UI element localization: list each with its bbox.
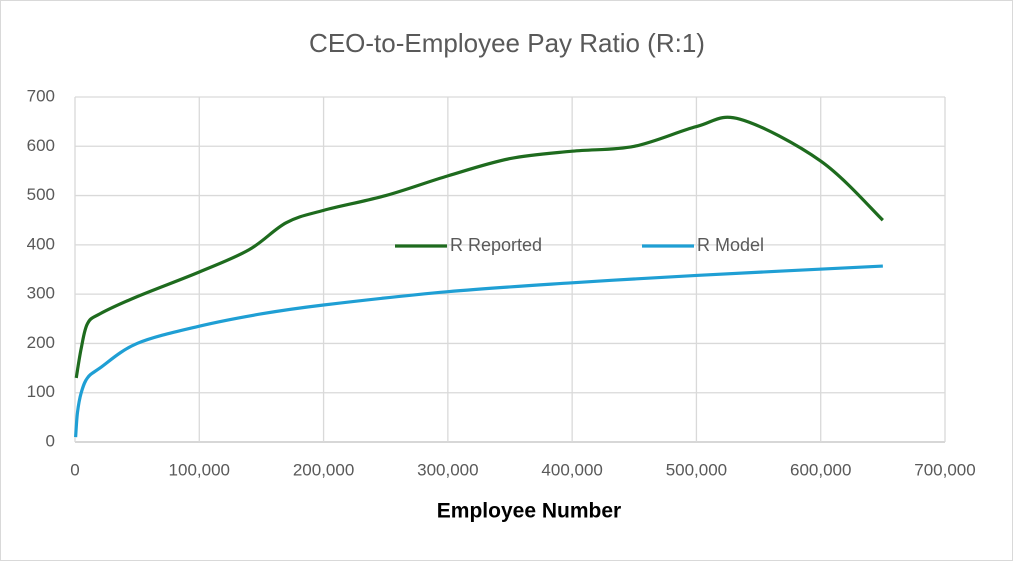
x-tick-label: 100,000 [169, 460, 230, 479]
x-tick-label: 600,000 [790, 460, 851, 479]
x-tick-label: 0 [70, 460, 79, 479]
y-tick-label: 600 [27, 136, 55, 155]
chart-title: CEO-to-Employee Pay Ratio (R:1) [309, 28, 705, 58]
x-tick-label: 700,000 [914, 460, 975, 479]
y-tick-label: 500 [27, 185, 55, 204]
y-tick-label: 300 [27, 284, 55, 303]
x-tick-label: 300,000 [417, 460, 478, 479]
legend-label: R Model [697, 235, 764, 255]
x-tick-label: 500,000 [666, 460, 727, 479]
x-tick-label: 200,000 [293, 460, 354, 479]
y-tick-label: 400 [27, 234, 55, 253]
data-line [74, 115, 884, 379]
y-tick-label: 200 [27, 333, 55, 352]
y-tick-label: 0 [46, 431, 55, 450]
x-tick-label: 400,000 [541, 460, 602, 479]
x-axis-label: Employee Number [437, 500, 621, 523]
y-tick-label: 100 [27, 382, 55, 401]
data-line [74, 264, 883, 438]
y-tick-label: 700 [27, 86, 55, 105]
legend-label: R Reported [450, 235, 542, 255]
